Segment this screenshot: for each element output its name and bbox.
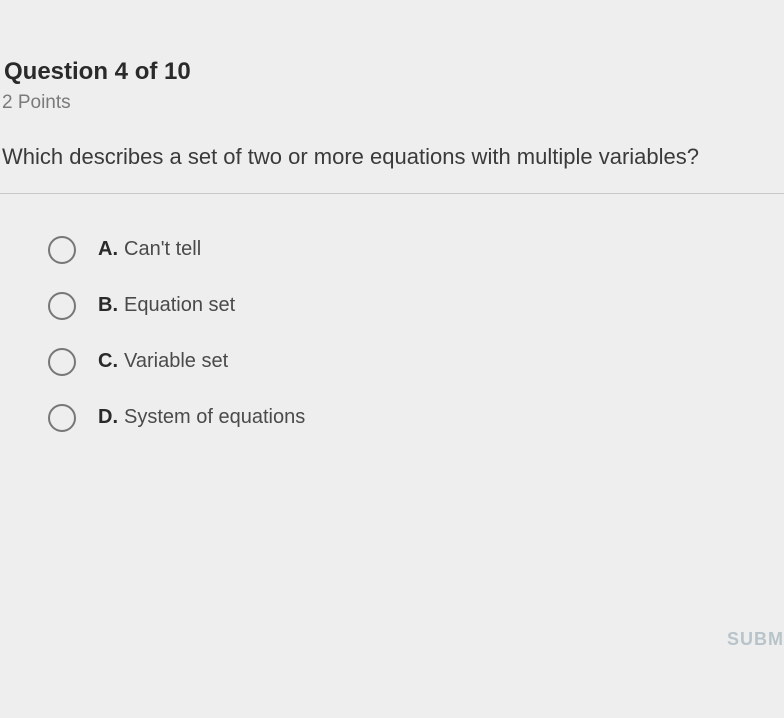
option-letter: B. [98, 294, 118, 317]
divider [0, 193, 784, 194]
option-letter: C. [98, 350, 118, 373]
radio-icon[interactable] [48, 404, 76, 432]
radio-icon[interactable] [48, 292, 76, 320]
option-text: Can't tell [124, 238, 201, 261]
option-c[interactable]: C. Variable set [48, 348, 784, 376]
options-list: A. Can't tell B. Equation set C. Variabl… [0, 236, 784, 432]
option-text: Equation set [124, 294, 235, 317]
option-d[interactable]: D. System of equations [48, 404, 784, 432]
question-number: Question 4 of 10 [0, 58, 784, 86]
question-text: Which describes a set of two or more equ… [0, 142, 784, 173]
option-text: System of equations [124, 406, 305, 429]
option-letter: A. [98, 238, 118, 261]
option-text: Variable set [124, 350, 228, 373]
option-a[interactable]: A. Can't tell [48, 236, 784, 264]
quiz-container: Question 4 of 10 2 Points Which describe… [0, 58, 784, 432]
option-letter: D. [98, 406, 118, 429]
radio-icon[interactable] [48, 348, 76, 376]
option-b[interactable]: B. Equation set [48, 292, 784, 320]
points-label: 2 Points [0, 92, 784, 114]
submit-button[interactable]: SUBM [717, 623, 784, 656]
radio-icon[interactable] [48, 236, 76, 264]
